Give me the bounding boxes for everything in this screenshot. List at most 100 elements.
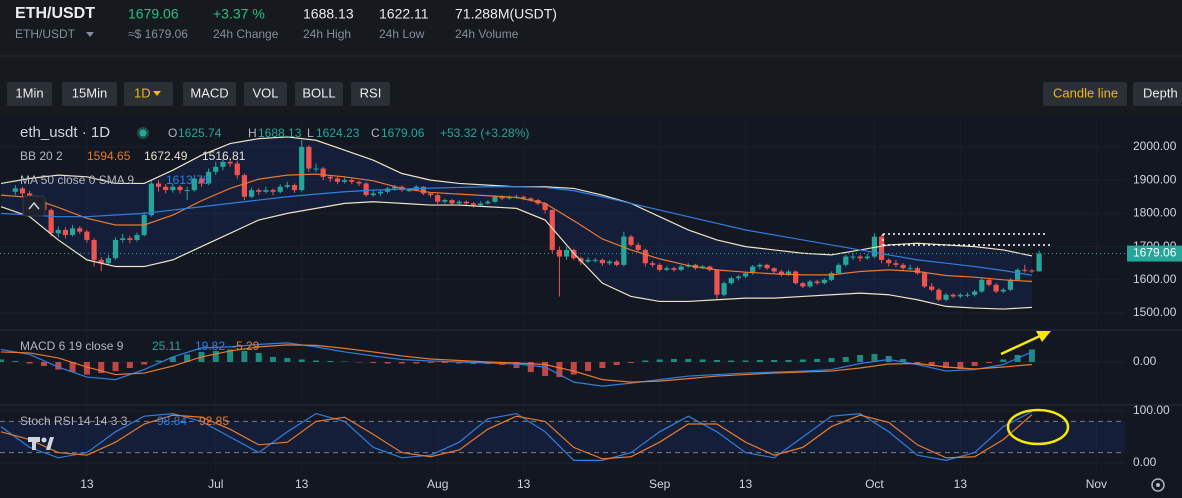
candle-body (127, 238, 133, 240)
candle-body (750, 266, 756, 274)
ma-value: 1613.78 (166, 173, 210, 187)
macd-histogram-bar (585, 361, 592, 372)
candle-body (163, 186, 169, 191)
candle-body (492, 196, 498, 202)
candle-body (621, 236, 627, 265)
button-bg[interactable] (1133, 82, 1182, 106)
button-bg[interactable] (1043, 82, 1127, 106)
button-label[interactable]: BOLL (302, 85, 335, 100)
collapse-button[interactable] (22, 195, 46, 217)
candle-body (363, 183, 369, 196)
low-label: 24h Low (379, 27, 425, 41)
toolbar-button[interactable]: MACD (183, 82, 236, 106)
button-label[interactable]: MACD (190, 85, 228, 100)
toolbar-button[interactable]: BOLL (295, 82, 343, 106)
macd-histogram-bar (40, 361, 47, 367)
candle-body (427, 193, 434, 196)
candle-body (871, 236, 878, 257)
x-tick-label: Oct (865, 477, 884, 491)
button-label[interactable]: 15Min (72, 85, 107, 100)
macd-histogram-bar (785, 359, 792, 362)
toolbar-button[interactable]: VOL (244, 82, 287, 106)
y-tick-label: 1500.00 (1133, 305, 1177, 319)
y-tick-label: 0.00 (1133, 455, 1157, 469)
button-label[interactable]: Candle line (1053, 85, 1118, 100)
candle-body (256, 190, 262, 192)
button-label[interactable]: RSI (360, 85, 382, 100)
settings-icon[interactable] (1151, 478, 1165, 492)
candle-body (184, 190, 190, 192)
macd-histogram-bar (0, 359, 5, 362)
candle-body (342, 180, 348, 182)
macd-histogram-bar (384, 361, 391, 364)
macd-histogram-bar (327, 360, 334, 362)
logo-part (32, 437, 36, 450)
candle-body (499, 196, 505, 199)
candle-body (664, 268, 670, 270)
button-label[interactable]: 1Min (15, 85, 43, 100)
toolbar-button[interactable]: Candle line (1043, 82, 1127, 106)
candle-body (649, 263, 656, 265)
candle-body (936, 289, 942, 300)
candle-body (828, 273, 835, 280)
symbol-sub: ETH/USDT (15, 27, 76, 41)
button-label[interactable]: Depth (1143, 85, 1178, 100)
toolbar-button[interactable]: Depth (1133, 82, 1182, 106)
macd-histogram-bar (513, 361, 520, 369)
toolbar-button[interactable]: RSI (351, 82, 390, 106)
candle-body (248, 190, 255, 197)
candle-body (614, 261, 620, 265)
bb-lower-value: 1516.81 (202, 149, 246, 163)
toolbar-button[interactable]: 15Min (62, 82, 117, 106)
candle-body (807, 281, 813, 287)
last-price-bg (1127, 245, 1182, 262)
candle-body (599, 259, 605, 264)
macd-histogram-bar (685, 358, 692, 362)
ohlc-label: C (371, 126, 380, 140)
macd-histogram-bar (914, 361, 921, 363)
volume-label: 24h Volume (455, 27, 519, 41)
candle-body (778, 271, 784, 275)
button-label[interactable]: 1D (134, 85, 151, 100)
bb-legend: BB 20 2 (20, 149, 63, 163)
macd-histogram-bar (928, 361, 935, 367)
candle-body (62, 229, 69, 235)
bb-middle-value: 1594.65 (87, 149, 131, 163)
button-bg[interactable] (244, 82, 287, 106)
signal-value: -5.29 (232, 339, 260, 353)
candle-body (957, 294, 963, 297)
button-label[interactable]: VOL (252, 85, 278, 100)
button-bg[interactable] (124, 82, 173, 106)
button-bg[interactable] (183, 82, 236, 106)
macd-histogram-bar (141, 361, 148, 365)
macd-histogram-bar (900, 358, 907, 362)
macd-histogram-bar (126, 361, 133, 369)
candle-body (105, 258, 111, 264)
macd-histogram-bar (98, 361, 105, 374)
candle-body (485, 201, 491, 204)
button-bg[interactable] (295, 82, 343, 106)
macd-histogram-bar (370, 361, 377, 363)
button-bg[interactable] (351, 82, 390, 106)
candle-body (964, 294, 971, 296)
toolbar-button[interactable]: 1Min (7, 82, 52, 106)
macd-histogram-bar (12, 360, 19, 362)
price: 1679.06 (128, 6, 179, 22)
candle-body (678, 266, 684, 270)
candle-body (1029, 270, 1035, 272)
candle-body (635, 244, 641, 250)
y-tick-label: 1600.00 (1133, 272, 1177, 286)
button-bg[interactable] (7, 82, 52, 106)
candle-body (900, 264, 906, 269)
macd-histogram-bar (1028, 349, 1035, 362)
candle-body (1015, 269, 1021, 280)
ohlc-label: O (168, 126, 177, 140)
button-bg[interactable] (62, 82, 117, 106)
candle-body (1036, 253, 1042, 272)
macd-histogram-bar (112, 361, 119, 372)
candle-body (291, 185, 298, 191)
toolbar-button[interactable]: 1D (124, 82, 173, 106)
candle-body (563, 249, 570, 257)
macd-histogram-bar (298, 359, 305, 362)
candle-body (392, 186, 398, 189)
